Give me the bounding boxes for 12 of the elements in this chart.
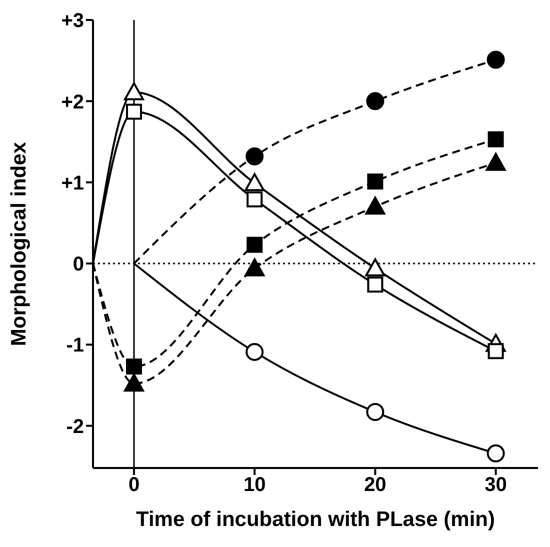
y-tick-label: -1: [66, 334, 84, 357]
y-tick-label: +1: [61, 172, 84, 194]
x-tick-label: 10: [243, 474, 266, 496]
x-tick-label: 30: [484, 474, 507, 496]
y-tick-label: 0: [72, 254, 84, 276]
x-tick-label: 0: [128, 474, 140, 496]
x-axis-title: Time of incubation with PLase (min): [136, 508, 495, 531]
y-axis-title: Morphological index: [7, 142, 30, 346]
y-tick-label: +2: [61, 91, 84, 114]
y-tick-label: +3: [61, 10, 84, 32]
x-tick-label: 20: [364, 474, 386, 496]
y-tick-label: -2: [66, 416, 84, 438]
